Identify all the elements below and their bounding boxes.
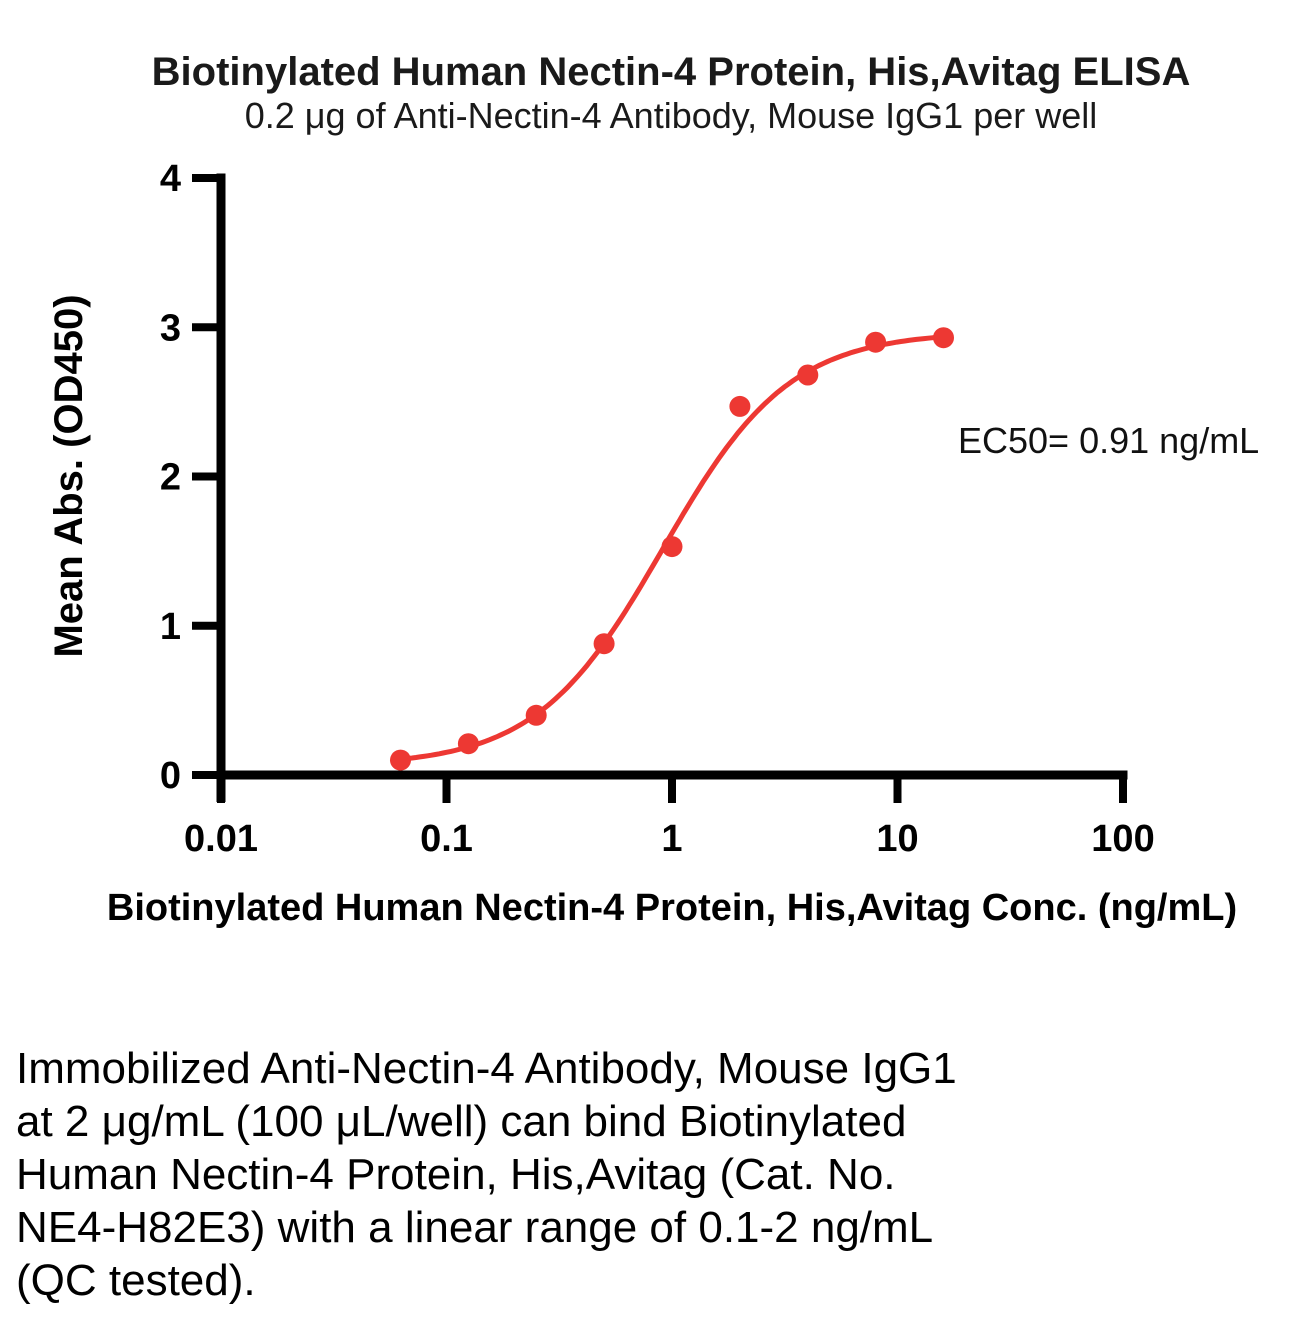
chart-subtitle: 0.2 μg of Anti-Nectin-4 Antibody, Mouse … (245, 95, 1098, 136)
description-line: Human Nectin-4 Protein, His,Avitag (Cat.… (16, 1150, 896, 1199)
description-line: at 2 μg/mL (100 μL/well) can bind Biotin… (16, 1097, 907, 1146)
data-point (729, 395, 751, 417)
x-tick-label: 10 (876, 818, 918, 860)
y-tick-label: 2 (160, 457, 181, 499)
data-point (661, 536, 683, 558)
data-point (933, 327, 954, 349)
data-point (865, 331, 887, 353)
chart-title: Biotinylated Human Nectin-4 Protein, His… (152, 50, 1191, 94)
description-line: Immobilized Anti-Nectin-4 Antibody, Mous… (16, 1044, 957, 1093)
plot-series (390, 327, 954, 771)
axes: 0 1 2 3 4 0.01 0.1 1 10 100 (160, 158, 1155, 860)
y-axis-label: Mean Abs. (OD450) (47, 294, 91, 657)
description-text: Immobilized Anti-Nectin-4 Antibody, Mous… (16, 1042, 1256, 1307)
y-tick-label: 0 (160, 755, 181, 797)
description-line: NE4-H82E3) with a linear range of 0.1-2 … (16, 1203, 934, 1252)
y-tick-label: 1 (160, 606, 181, 648)
data-point (797, 364, 819, 386)
fit-curve (398, 334, 946, 762)
x-axis-label: Biotinylated Human Nectin-4 Protein, His… (107, 887, 1237, 929)
x-tick-label: 0.01 (184, 818, 258, 860)
data-point (525, 704, 547, 726)
ec50-annotation: EC50= 0.91 ng/mL (958, 420, 1259, 461)
y-tick-label: 3 (160, 307, 181, 349)
data-point (390, 749, 411, 771)
elisa-dose-response-chart: Biotinylated Human Nectin-4 Protein, His… (47, 50, 1259, 929)
data-point (593, 633, 615, 655)
x-tick-label: 0.1 (420, 818, 473, 860)
x-tick-label: 1 (661, 818, 682, 860)
data-point (457, 733, 479, 755)
y-tick-label: 4 (160, 158, 181, 200)
description-line: (QC tested). (16, 1256, 256, 1305)
x-tick-label: 100 (1091, 818, 1154, 860)
